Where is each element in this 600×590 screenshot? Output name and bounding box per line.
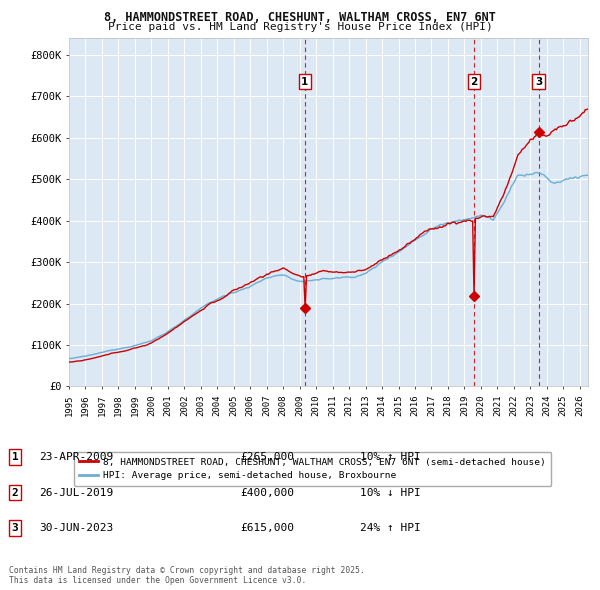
Text: £265,000: £265,000 <box>240 453 294 462</box>
Text: 2: 2 <box>11 488 19 497</box>
Text: 24% ↑ HPI: 24% ↑ HPI <box>360 523 421 533</box>
Text: 10% ↓ HPI: 10% ↓ HPI <box>360 488 421 497</box>
Text: 1: 1 <box>11 453 19 462</box>
Text: 2: 2 <box>470 77 478 87</box>
Text: 10% ↑ HPI: 10% ↑ HPI <box>360 453 421 462</box>
Text: 26-JUL-2019: 26-JUL-2019 <box>39 488 113 497</box>
Text: 30-JUN-2023: 30-JUN-2023 <box>39 523 113 533</box>
Text: 3: 3 <box>11 523 19 533</box>
Text: Price paid vs. HM Land Registry's House Price Index (HPI): Price paid vs. HM Land Registry's House … <box>107 22 493 32</box>
Text: £615,000: £615,000 <box>240 523 294 533</box>
Text: 1: 1 <box>301 77 308 87</box>
Text: £400,000: £400,000 <box>240 488 294 497</box>
Text: 3: 3 <box>535 77 542 87</box>
Text: 8, HAMMONDSTREET ROAD, CHESHUNT, WALTHAM CROSS, EN7 6NT: 8, HAMMONDSTREET ROAD, CHESHUNT, WALTHAM… <box>104 11 496 24</box>
Text: Contains HM Land Registry data © Crown copyright and database right 2025.
This d: Contains HM Land Registry data © Crown c… <box>9 566 365 585</box>
Legend: 8, HAMMONDSTREET ROAD, CHESHUNT, WALTHAM CROSS, EN7 6NT (semi-detached house), H: 8, HAMMONDSTREET ROAD, CHESHUNT, WALTHAM… <box>74 452 551 486</box>
Text: 23-APR-2009: 23-APR-2009 <box>39 453 113 462</box>
